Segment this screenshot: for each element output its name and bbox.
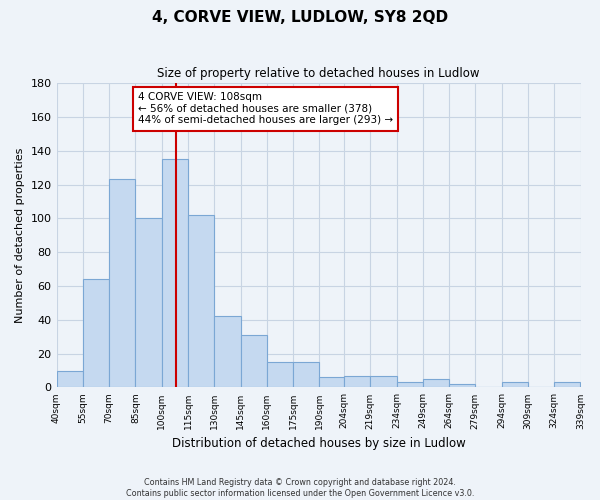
Title: Size of property relative to detached houses in Ludlow: Size of property relative to detached ho… [157,68,480,80]
Bar [344,376,370,388]
Text: Contains HM Land Registry data © Crown copyright and database right 2024.
Contai: Contains HM Land Registry data © Crown c… [126,478,474,498]
Bar [109,180,136,388]
Bar [161,159,188,388]
Bar [423,379,449,388]
Bar [267,362,293,388]
Bar [56,370,83,388]
Bar [319,378,344,388]
Text: 4 CORVE VIEW: 108sqm
← 56% of detached houses are smaller (378)
44% of semi-deta: 4 CORVE VIEW: 108sqm ← 56% of detached h… [138,92,393,126]
Bar [136,218,161,388]
Bar [397,382,423,388]
Bar [449,384,475,388]
Bar [370,376,397,388]
X-axis label: Distribution of detached houses by size in Ludlow: Distribution of detached houses by size … [172,437,466,450]
Bar [241,335,267,388]
Bar [502,382,528,388]
Bar [83,279,109,388]
Bar [214,316,241,388]
Y-axis label: Number of detached properties: Number of detached properties [15,148,25,323]
Bar [554,382,580,388]
Bar [188,215,214,388]
Text: 4, CORVE VIEW, LUDLOW, SY8 2QD: 4, CORVE VIEW, LUDLOW, SY8 2QD [152,10,448,25]
Bar [293,362,319,388]
